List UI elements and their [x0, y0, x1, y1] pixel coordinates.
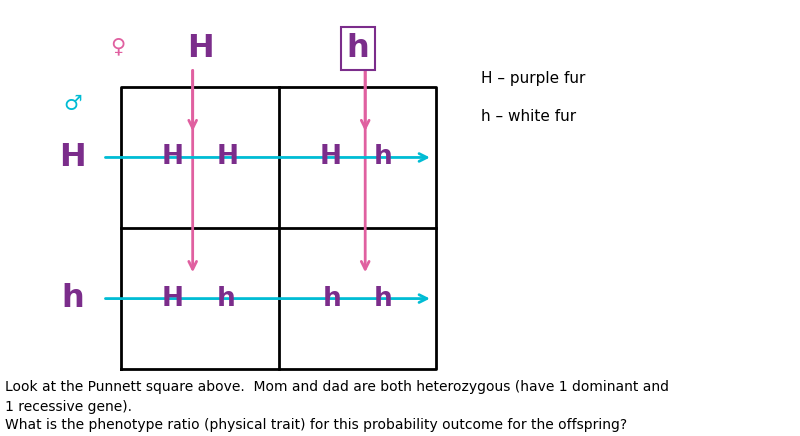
Text: H – purple fur: H – purple fur	[482, 71, 586, 86]
Text: h: h	[217, 286, 235, 312]
Text: h: h	[62, 283, 84, 314]
Text: h: h	[374, 286, 393, 312]
Text: 1 recessive gene).: 1 recessive gene).	[5, 400, 132, 414]
Text: H: H	[186, 33, 214, 64]
Text: ♂: ♂	[63, 94, 82, 114]
Text: h: h	[322, 286, 341, 312]
Text: H: H	[217, 144, 238, 170]
Text: H: H	[162, 144, 184, 170]
Text: H: H	[162, 286, 184, 312]
Text: H: H	[319, 144, 341, 170]
Text: Look at the Punnett square above.  Mom and dad are both heterozygous (have 1 dom: Look at the Punnett square above. Mom an…	[5, 380, 669, 394]
Text: h: h	[374, 144, 393, 170]
Text: h: h	[346, 33, 369, 64]
Text: h – white fur: h – white fur	[482, 109, 577, 124]
Text: What is the phenotype ratio (physical trait) for this probability outcome for th: What is the phenotype ratio (physical tr…	[5, 418, 627, 433]
Text: H: H	[59, 142, 86, 173]
Text: ♀: ♀	[110, 36, 126, 56]
